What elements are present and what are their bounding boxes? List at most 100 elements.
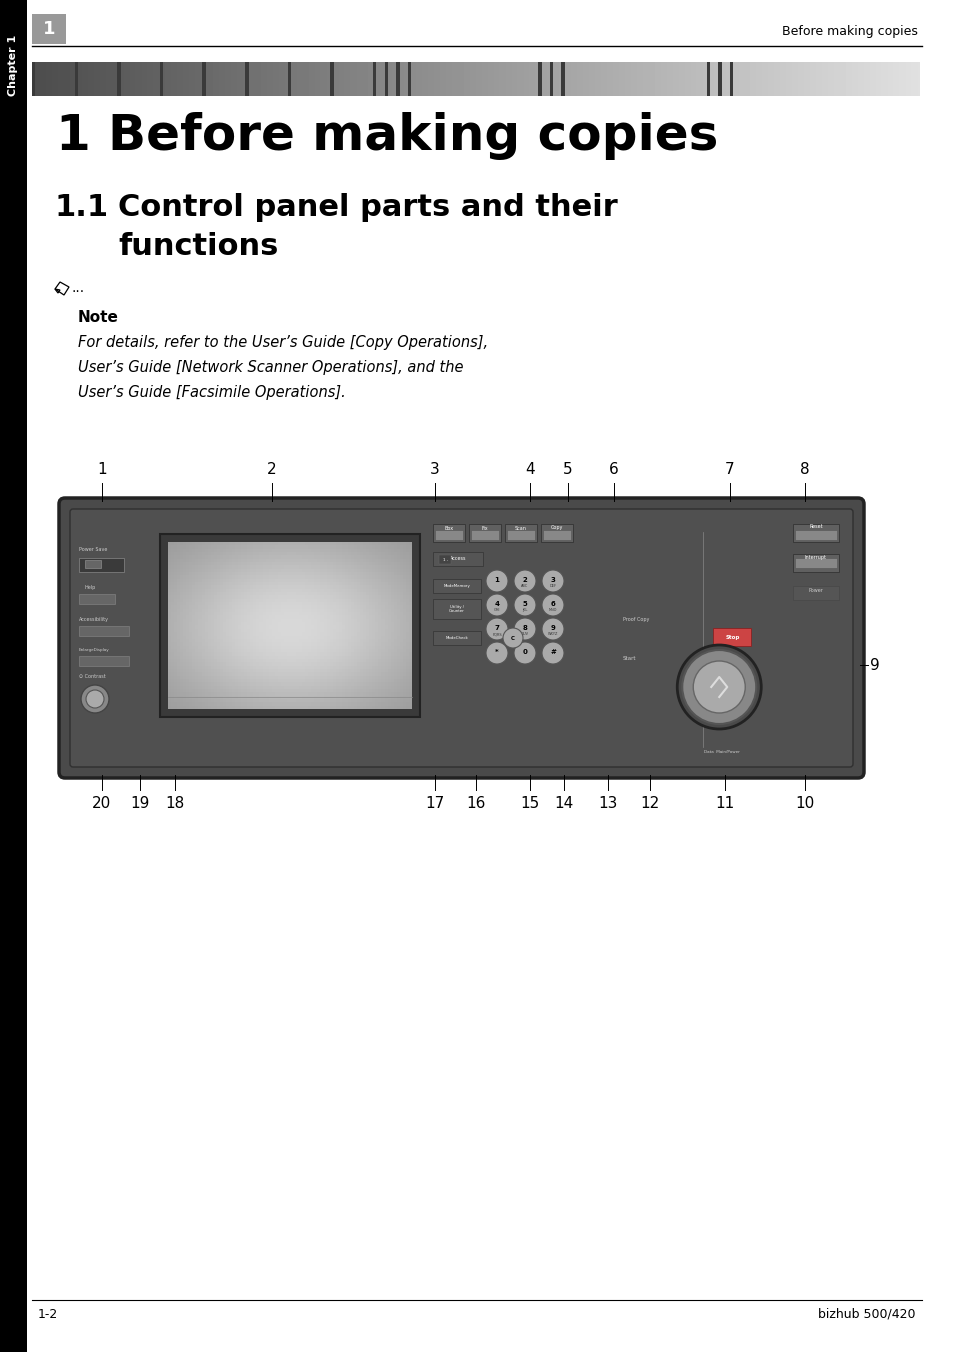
- Circle shape: [693, 661, 744, 713]
- Text: 6: 6: [608, 461, 618, 476]
- Text: 12: 12: [639, 796, 659, 811]
- Text: Before making copies: Before making copies: [781, 26, 917, 38]
- Bar: [438, 556, 451, 564]
- Text: Scan: Scan: [515, 526, 526, 530]
- Text: TUV: TUV: [521, 631, 528, 635]
- Circle shape: [81, 685, 109, 713]
- Text: 9: 9: [550, 625, 555, 631]
- Bar: [384, 62, 388, 96]
- Bar: [433, 552, 482, 566]
- Circle shape: [514, 571, 536, 592]
- Text: Fix: Fix: [481, 526, 488, 530]
- Bar: [85, 560, 101, 568]
- Text: 17: 17: [425, 796, 444, 811]
- Bar: [433, 579, 480, 594]
- Text: 4: 4: [494, 602, 499, 607]
- Bar: [74, 62, 78, 96]
- Text: 7: 7: [724, 461, 734, 476]
- Text: Chapter 1: Chapter 1: [8, 34, 18, 96]
- Text: Power: Power: [808, 588, 822, 592]
- Bar: [433, 631, 480, 645]
- Bar: [471, 530, 498, 539]
- Circle shape: [86, 690, 104, 708]
- Text: *: *: [495, 649, 498, 654]
- FancyBboxPatch shape: [70, 508, 852, 767]
- Text: Box: Box: [444, 526, 453, 530]
- Text: ModeCheck: ModeCheck: [445, 635, 468, 639]
- Text: 11: 11: [715, 796, 734, 811]
- Text: 16: 16: [466, 796, 485, 811]
- Text: 15: 15: [519, 796, 539, 811]
- Circle shape: [541, 571, 563, 592]
- Bar: [160, 534, 419, 717]
- Bar: [506, 530, 535, 539]
- Text: Stop: Stop: [724, 634, 739, 639]
- Text: Reset: Reset: [808, 525, 821, 530]
- Bar: [433, 599, 480, 619]
- Bar: [794, 558, 836, 568]
- Circle shape: [485, 571, 507, 592]
- Bar: [792, 585, 838, 600]
- Circle shape: [485, 642, 507, 664]
- Text: functions: functions: [118, 233, 278, 261]
- Text: Note: Note: [78, 310, 119, 324]
- Text: 7: 7: [494, 625, 499, 631]
- Text: ⊙ Contrast: ⊙ Contrast: [79, 675, 106, 679]
- Circle shape: [541, 618, 563, 639]
- Bar: [117, 62, 121, 96]
- Bar: [794, 530, 836, 539]
- Circle shape: [541, 642, 563, 664]
- Text: 8: 8: [522, 625, 527, 631]
- Text: Copy: Copy: [550, 526, 562, 530]
- Bar: [433, 525, 464, 542]
- Text: DEF: DEF: [549, 584, 556, 588]
- Text: Data  Main/Power: Data Main/Power: [703, 750, 740, 754]
- Bar: [435, 530, 462, 539]
- Text: 1: 1: [43, 20, 55, 38]
- Text: 13: 13: [598, 796, 617, 811]
- Bar: [330, 62, 334, 96]
- Text: Start: Start: [622, 656, 636, 661]
- Text: 4: 4: [525, 461, 535, 476]
- Text: 5: 5: [522, 602, 527, 607]
- Text: EnlargeDisplay: EnlargeDisplay: [79, 648, 110, 652]
- Bar: [32, 62, 35, 96]
- Bar: [792, 525, 838, 542]
- Text: 8: 8: [800, 461, 809, 476]
- Text: Control panel parts and their: Control panel parts and their: [118, 193, 618, 222]
- Bar: [469, 525, 500, 542]
- Bar: [504, 525, 537, 542]
- Text: 18: 18: [165, 796, 185, 811]
- Text: ABC: ABC: [521, 584, 528, 588]
- Text: #: #: [550, 649, 556, 654]
- Circle shape: [514, 618, 536, 639]
- Circle shape: [485, 594, 507, 617]
- Text: 1: 1: [55, 112, 90, 160]
- Bar: [79, 558, 124, 572]
- Text: User’s Guide [Network Scanner Operations], and the: User’s Guide [Network Scanner Operations…: [78, 360, 463, 375]
- Text: WXYZ: WXYZ: [547, 631, 558, 635]
- Bar: [0, 0, 27, 1352]
- Text: 0: 0: [522, 649, 527, 654]
- Text: Access: Access: [449, 557, 466, 561]
- Bar: [792, 554, 838, 572]
- Bar: [537, 62, 541, 96]
- Bar: [160, 62, 163, 96]
- Text: Interrupt: Interrupt: [804, 556, 826, 561]
- Text: Proof Copy: Proof Copy: [622, 618, 649, 622]
- Text: bizhub 500/420: bizhub 500/420: [818, 1307, 915, 1321]
- Bar: [288, 62, 291, 96]
- Circle shape: [485, 618, 507, 639]
- Text: JKL: JKL: [521, 608, 527, 612]
- Bar: [395, 62, 399, 96]
- Text: Utility /
Counter: Utility / Counter: [449, 604, 464, 614]
- Text: 1-2: 1-2: [38, 1307, 58, 1321]
- Text: GHI: GHI: [494, 608, 499, 612]
- Bar: [79, 594, 115, 604]
- Text: 9: 9: [869, 657, 879, 672]
- Text: 10: 10: [795, 796, 814, 811]
- Text: 6: 6: [550, 602, 555, 607]
- Text: ModeMemory: ModeMemory: [443, 584, 470, 588]
- Circle shape: [677, 645, 760, 729]
- Bar: [549, 62, 553, 96]
